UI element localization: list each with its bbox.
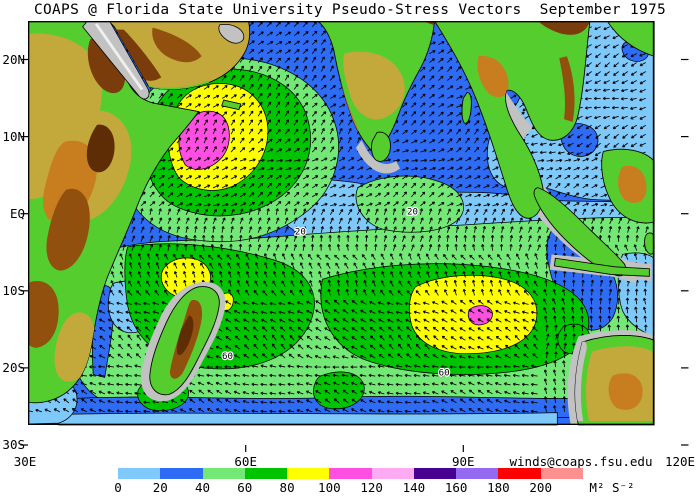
colorbar — [118, 468, 583, 479]
lon-label-60e: 60E — [234, 454, 257, 469]
colorbar-segment-0 — [118, 468, 161, 479]
chart-title: COAPS @ Florida State University Pseudo-… — [33, 2, 667, 18]
svg-text:60: 60 — [222, 352, 233, 362]
lat-label-10s: 10S — [2, 282, 25, 298]
colorbar-segment-8 — [456, 468, 499, 479]
indochina-topography — [477, 21, 590, 122]
lon-label-120e: 120E — [664, 454, 696, 469]
colorbar-segment-6 — [371, 468, 414, 479]
colorbar-tick-0: 0 — [114, 480, 122, 495]
colorbar-tick-200: 200 — [529, 480, 552, 495]
map-plot-area: 20 20 60 60 — [28, 21, 681, 445]
madagascar-topography — [169, 299, 203, 379]
colorbar-tick-120: 120 — [360, 480, 383, 495]
plot-frame — [28, 21, 655, 425]
lon-label-30e: 30E — [13, 454, 37, 469]
africa-topography — [28, 33, 132, 382]
colorbar-segment-3 — [244, 468, 288, 479]
lat-label-30s: 30S — [2, 437, 25, 452]
lon-label-90e: 90E — [452, 454, 475, 469]
svg-text:60: 60 — [439, 368, 450, 378]
red-sea — [82, 21, 245, 100]
colorbar-tick-160: 160 — [444, 480, 468, 495]
colorbar-tick-40: 40 — [195, 480, 211, 495]
colorbar-segment-10 — [540, 468, 583, 479]
lat-label-10n: 10N — [2, 128, 25, 144]
lat-label-eq: EQ — [9, 205, 25, 221]
colorbar-segment-9 — [498, 468, 541, 479]
colorbar-tick-20: 20 — [152, 480, 168, 495]
colorbar-tick-100: 100 — [318, 480, 341, 495]
lat-label-20s: 20S — [2, 359, 25, 375]
colorbar-segment-1 — [160, 468, 203, 479]
colorbar-segment-5 — [329, 468, 372, 479]
colorbar-unit: M² S⁻² — [589, 480, 635, 495]
svg-text:20: 20 — [407, 207, 418, 217]
colorbar-tick-140: 140 — [402, 480, 426, 495]
colorbar-segment-2 — [202, 468, 245, 479]
colorbar-tick-60: 60 — [237, 480, 253, 495]
colorbar-segment-4 — [287, 468, 330, 479]
landmasses — [28, 21, 655, 426]
contour-value-labels: 20 20 60 60 — [221, 206, 451, 379]
svg-text:20: 20 — [295, 227, 306, 237]
lat-label-20n: 20N — [2, 51, 25, 67]
pseudo-stress-map: 20 20 60 60 — [28, 21, 655, 426]
colorbar-segment-7 — [413, 468, 457, 479]
colorbar-tick-180: 180 — [487, 480, 510, 495]
colorbar-tick-80: 80 — [279, 480, 295, 495]
credit-email: winds@coaps.fsu.edu — [509, 454, 653, 469]
